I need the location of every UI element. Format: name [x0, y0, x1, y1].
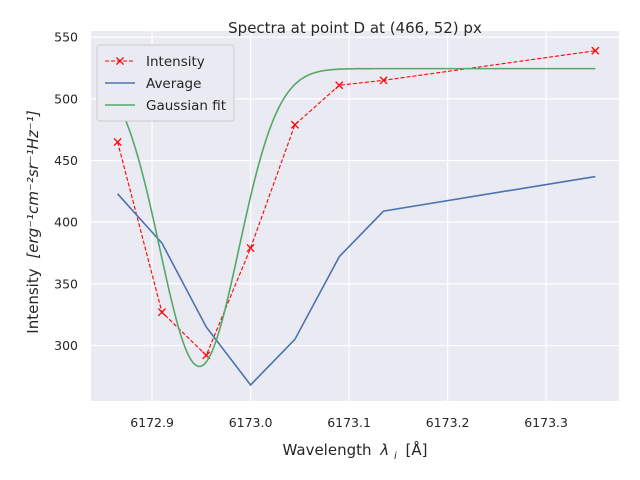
- series-intensity-point: [379, 76, 388, 85]
- legend-box: [96, 44, 235, 122]
- legend-label-gaussian-fit: Gaussian fit: [146, 98, 226, 114]
- y-tick-label: 500: [54, 91, 78, 106]
- y-tick-label: 450: [54, 153, 78, 168]
- y-axis-label-text: Intensity: [24, 268, 42, 333]
- x-tick-label: 6173.1: [327, 415, 371, 430]
- x-marker-stroke: [246, 244, 255, 253]
- y-axis-label-unit: [erg⁻¹cm⁻²sr⁻¹Hz⁻¹]: [24, 110, 42, 258]
- y-tick-label: 350: [54, 276, 78, 291]
- series-gaussian-fit-line: [116, 67, 596, 368]
- x-tick-label: 6173.3: [524, 415, 568, 430]
- x-tick-labels: 6172.9 6173.0 6173.1 6173.2 6173.3: [130, 415, 568, 430]
- grid: [91, 31, 619, 401]
- x-axis-label-symbol: λ: [379, 441, 389, 459]
- y-tick-labels: 300 350 400 450 500 550: [54, 30, 78, 353]
- x-marker-stroke: [379, 76, 388, 85]
- series-layer: [113, 46, 600, 387]
- x-marker-stroke: [113, 137, 122, 147]
- series-intensity-point: [246, 244, 255, 253]
- x-axis-label-unit: [Å]: [406, 440, 428, 459]
- y-tick-label: 550: [54, 30, 78, 45]
- series-intensity-point: [113, 137, 122, 147]
- legend-label-average: Average: [146, 76, 201, 92]
- legend-marker-intensity: [115, 56, 125, 66]
- x-tick-label: 6173.2: [426, 415, 470, 430]
- y-tick-label: 300: [54, 338, 78, 353]
- series-intensity-point: [290, 120, 299, 129]
- series-average-line: [117, 175, 596, 387]
- series-intensity-point: [157, 308, 166, 317]
- x-marker-stroke: [335, 81, 344, 90]
- x-marker-stroke: [591, 46, 600, 55]
- legend-label-intensity: Intensity: [146, 54, 205, 70]
- legend: Intensity Average Gaussian fit: [96, 44, 235, 122]
- series-intensity-point: [591, 46, 600, 55]
- x-marker-stroke: [202, 351, 211, 360]
- x-tick-label: 6172.9: [130, 415, 174, 430]
- x-marker-stroke: [157, 308, 166, 317]
- x-marker-stroke: [290, 120, 299, 129]
- series-intensity-line: [117, 50, 596, 357]
- x-tick-label: 6173.0: [229, 415, 273, 430]
- y-tick-label: 400: [54, 215, 78, 230]
- x-axis-label-text: Wavelength: [283, 441, 372, 459]
- x-axis-label-subscript: i: [394, 451, 397, 462]
- y-axis-label: Intensity [erg⁻¹cm⁻²sr⁻¹Hz⁻¹]: [24, 110, 42, 334]
- x-axis-label: Wavelength λ i [Å]: [283, 440, 428, 463]
- series-intensity-point: [335, 81, 344, 90]
- chart-title: Spectra at point D at (466, 52) px: [228, 19, 482, 37]
